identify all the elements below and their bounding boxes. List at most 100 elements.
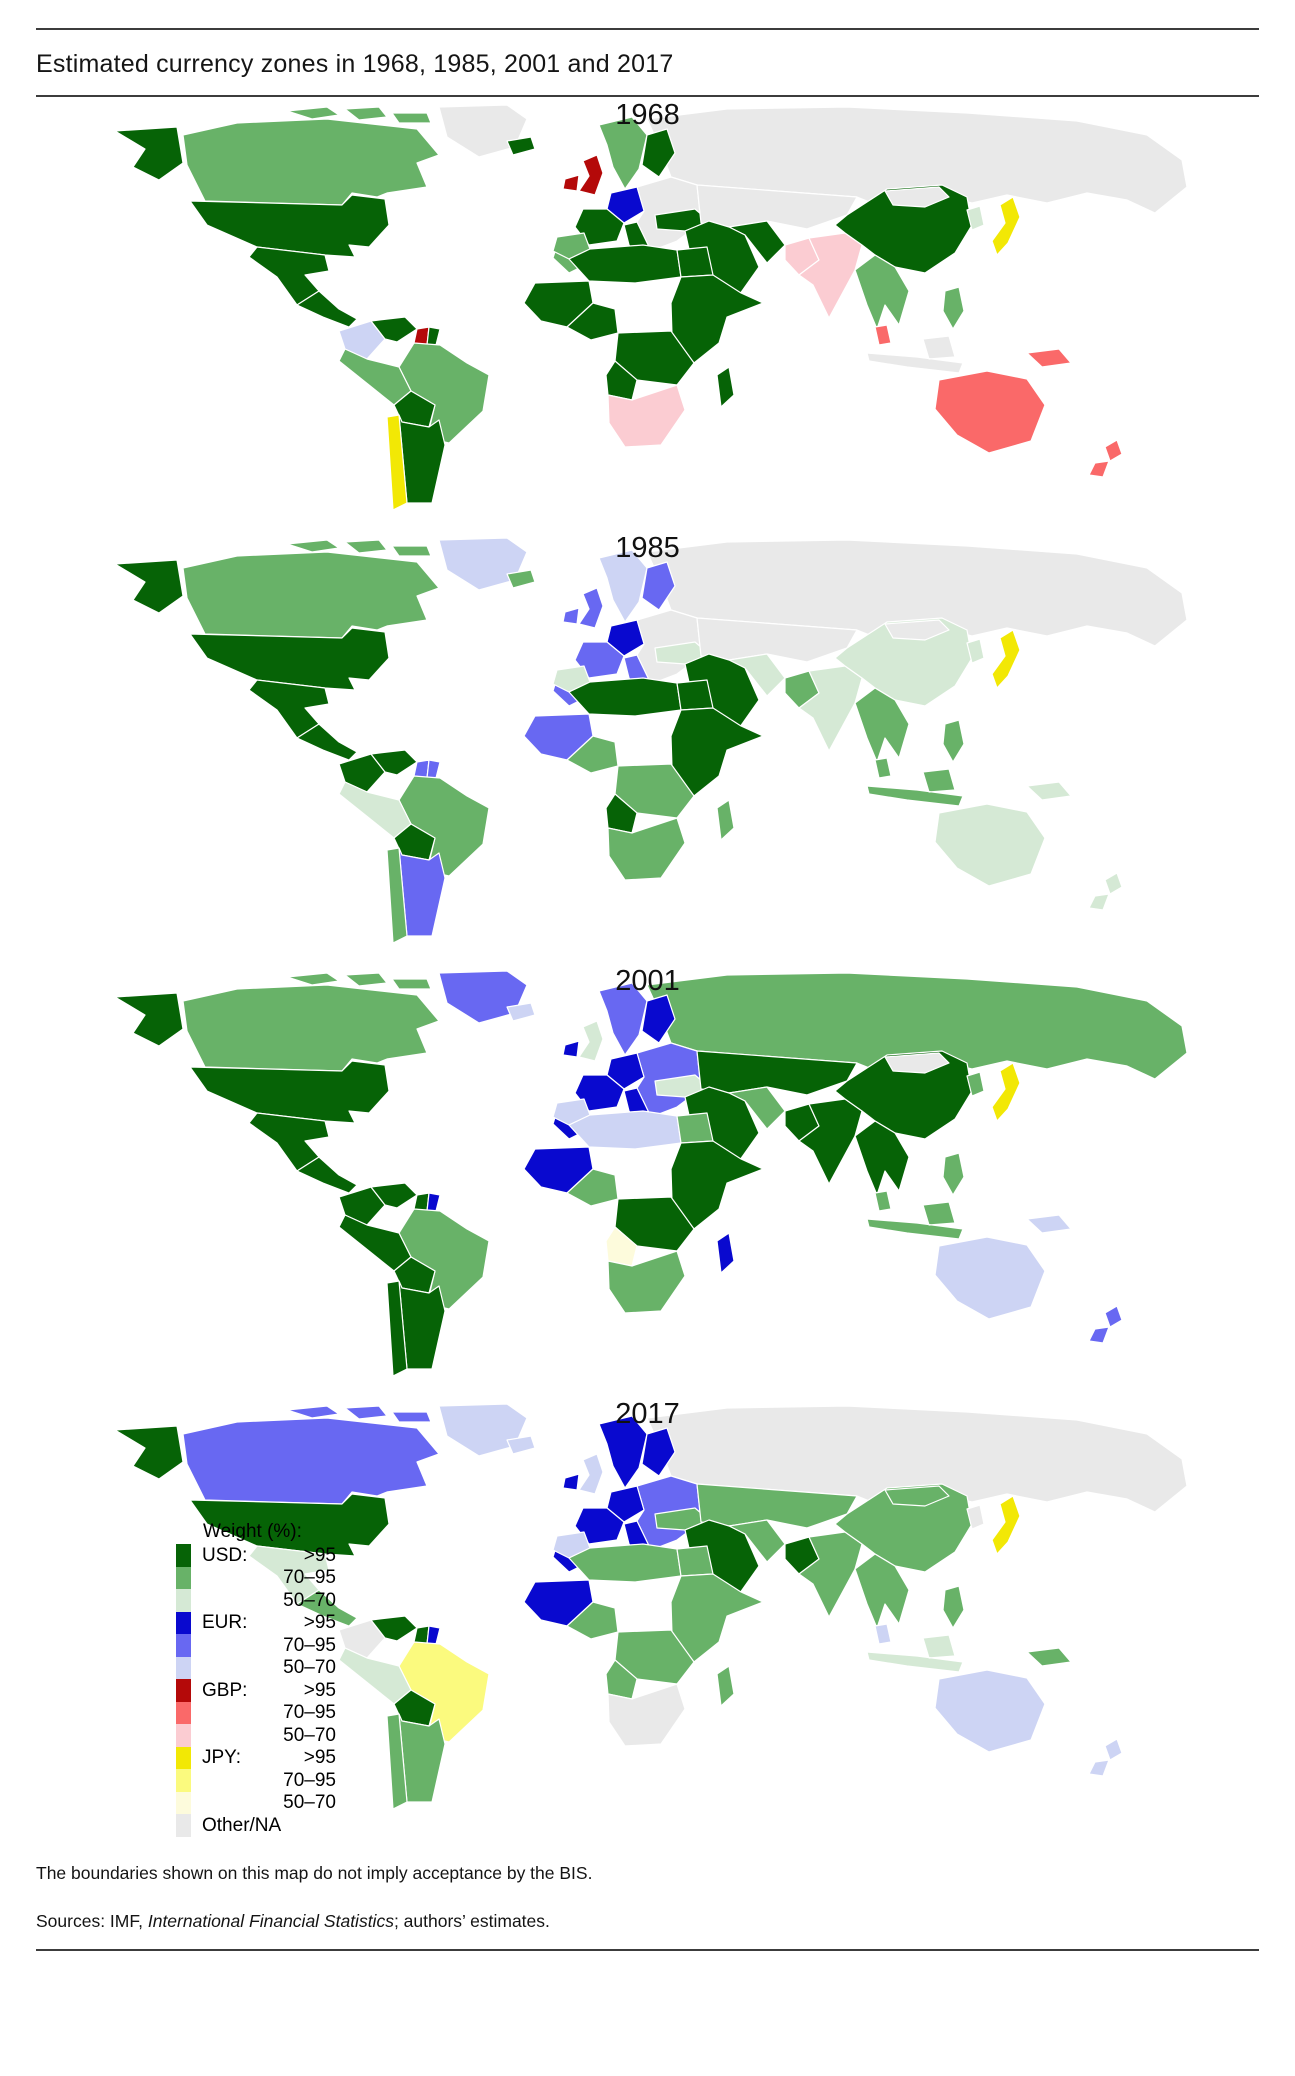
region-north-africa: [568, 1543, 682, 1583]
page-title: Estimated currency zones in 1968, 1985, …: [36, 50, 674, 78]
region-usa: [189, 1493, 390, 1557]
region-southern-africa: [607, 1683, 686, 1747]
region-japan: [991, 196, 1021, 256]
region-madagascar: [716, 1665, 735, 1707]
legend-row: 50–70: [176, 1656, 336, 1679]
region-egypt: [676, 246, 714, 278]
legend-row: 50–70: [176, 1589, 336, 1612]
region-ireland: [562, 174, 580, 192]
region-indonesia: [866, 335, 964, 374]
region-malaysia: [874, 1623, 892, 1645]
region-north-africa: [568, 677, 682, 717]
region-argentina: [398, 1713, 446, 1803]
region-french-guiana: [426, 326, 441, 346]
map-panel-2001: 2001: [0, 965, 1295, 1380]
region-east-africa: [670, 1140, 764, 1230]
sources-italic: International Financial Statistics: [147, 1911, 394, 1931]
legend-range-label: >95: [303, 1679, 336, 1701]
region-alaska: [114, 1425, 184, 1480]
region-scandinavia: [598, 116, 648, 190]
region-usa: [189, 194, 390, 258]
legend-range-label: 70–95: [283, 1634, 336, 1656]
world-map-1985: [114, 538, 1188, 944]
region-se-asia: [854, 687, 910, 763]
region-uk: [578, 587, 604, 629]
region-png: [1026, 348, 1072, 368]
region-china: [834, 617, 973, 707]
region-venezuela: [370, 749, 418, 776]
legend-range-label: 50–70: [283, 1792, 336, 1814]
region-malaysia: [874, 1190, 892, 1212]
region-australia: [934, 1669, 1046, 1753]
legend-swatch-usd_gt95: [176, 1544, 191, 1567]
region-new-zealand: [1088, 1738, 1123, 1777]
region-malaysia: [874, 757, 892, 779]
footnote-boundaries: The boundaries shown on this map do not …: [36, 1863, 593, 1883]
region-indonesia: [866, 1201, 964, 1240]
region-germany: [606, 186, 645, 224]
legend-row: 70–95: [176, 1634, 336, 1657]
map-panel-1985: 1985: [0, 532, 1295, 947]
region-korea: [966, 1504, 985, 1530]
region-argentina: [398, 847, 446, 937]
world-map-1968: [114, 105, 1188, 511]
region-ireland: [562, 1473, 580, 1491]
region-new-zealand: [1088, 1305, 1123, 1344]
region-usa: [189, 627, 390, 691]
map-panel-1968: 1968: [0, 99, 1295, 514]
region-germany: [606, 1485, 645, 1523]
region-ireland: [562, 607, 580, 625]
legend-row: 70–95: [176, 1566, 336, 1589]
region-iceland: [506, 569, 536, 589]
region-french-guiana: [426, 759, 441, 779]
region-alaska: [114, 559, 184, 614]
legend-row: EUR: >95: [176, 1611, 336, 1634]
legend-title: Weight (%):: [203, 1521, 302, 1542]
region-japan: [991, 1062, 1021, 1122]
region-peru-ecuador: [338, 781, 412, 839]
region-central-america: [296, 1156, 358, 1194]
region-uk: [578, 154, 604, 196]
legend-swatch-usd_70_95: [176, 1566, 191, 1589]
region-iceland: [506, 1435, 536, 1455]
region-argentina: [398, 1280, 446, 1370]
region-australia: [934, 803, 1046, 887]
legend-swatch-gbp_70_95: [176, 1701, 191, 1724]
region-north-africa: [568, 1110, 682, 1150]
region-east-africa: [670, 274, 764, 364]
region-chile: [386, 1713, 408, 1810]
region-alaska: [114, 126, 184, 181]
region-southern-africa: [607, 384, 686, 448]
title-rule: [36, 95, 1259, 97]
region-canada: [182, 1405, 440, 1505]
legend-swatch-jpy_50_70: [176, 1791, 191, 1814]
legend-range-label: 50–70: [283, 1589, 336, 1611]
region-chile: [386, 1280, 408, 1377]
map-panel-2017: 2017 Weight (%): USD: >95 70–95 50–70 EUR: >9…: [0, 1398, 1295, 1837]
region-venezuela: [370, 1615, 418, 1642]
legend-row: GBP: >95: [176, 1679, 336, 1702]
region-french-guiana: [426, 1625, 441, 1645]
region-indonesia: [866, 1634, 964, 1673]
legend-range-label: 70–95: [283, 1702, 336, 1724]
region-mongolia: [884, 1052, 950, 1074]
region-venezuela: [370, 316, 418, 343]
map-legend: Weight (%): USD: >95 70–95 50–70 EUR: >95 70–9…: [176, 1522, 336, 1837]
region-iceland: [506, 1002, 536, 1022]
region-philippines: [942, 1152, 965, 1196]
footnote-sources: Sources: IMF, International Financial St…: [36, 1911, 1259, 1932]
region-southern-africa: [607, 1250, 686, 1314]
region-finland: [641, 128, 676, 178]
region-new-zealand: [1088, 872, 1123, 911]
region-usa: [189, 1060, 390, 1124]
region-china: [834, 184, 973, 274]
legend-row-other: Other/NA: [176, 1814, 336, 1837]
region-france: [574, 1074, 625, 1112]
region-indonesia: [866, 768, 964, 807]
region-japan: [991, 1495, 1021, 1555]
region-korea: [966, 205, 985, 231]
region-chile: [386, 414, 408, 511]
region-png: [1026, 1647, 1072, 1667]
region-png: [1026, 1214, 1072, 1234]
legend-range-label: >95: [303, 1544, 336, 1566]
